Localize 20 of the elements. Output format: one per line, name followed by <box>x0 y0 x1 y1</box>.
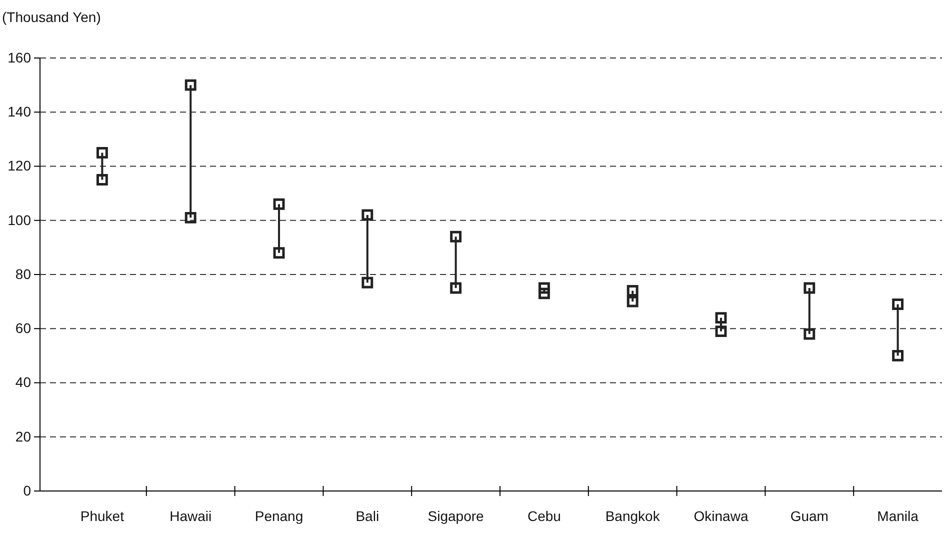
x-tick-label: Bali <box>356 508 380 524</box>
y-tick-label: 100 <box>8 212 32 228</box>
y-tick-label: 20 <box>15 428 32 444</box>
y-axis-title: (Thousand Yen) <box>2 9 101 25</box>
x-tick-label: Okinawa <box>694 508 748 524</box>
x-tick-label: Cebu <box>527 508 561 524</box>
y-tick-label: 80 <box>15 266 32 282</box>
x-tick-label: Hawaii <box>170 508 212 524</box>
x-tick-label: Bangkok <box>605 508 661 524</box>
x-tick-label: Guam <box>790 508 828 524</box>
y-tick-label: 60 <box>15 320 32 336</box>
y-tick-label: 140 <box>8 104 32 120</box>
x-tick-label: Penang <box>254 508 304 524</box>
y-tick-label: 0 <box>23 482 32 498</box>
x-tick-label: Phuket <box>80 508 124 524</box>
x-tick-label: Manila <box>877 508 919 524</box>
x-tick-label: Sigapore <box>428 508 484 524</box>
y-tick-label: 120 <box>8 158 32 174</box>
y-tick-label: 160 <box>8 49 32 66</box>
y-tick-label: 40 <box>15 374 32 390</box>
